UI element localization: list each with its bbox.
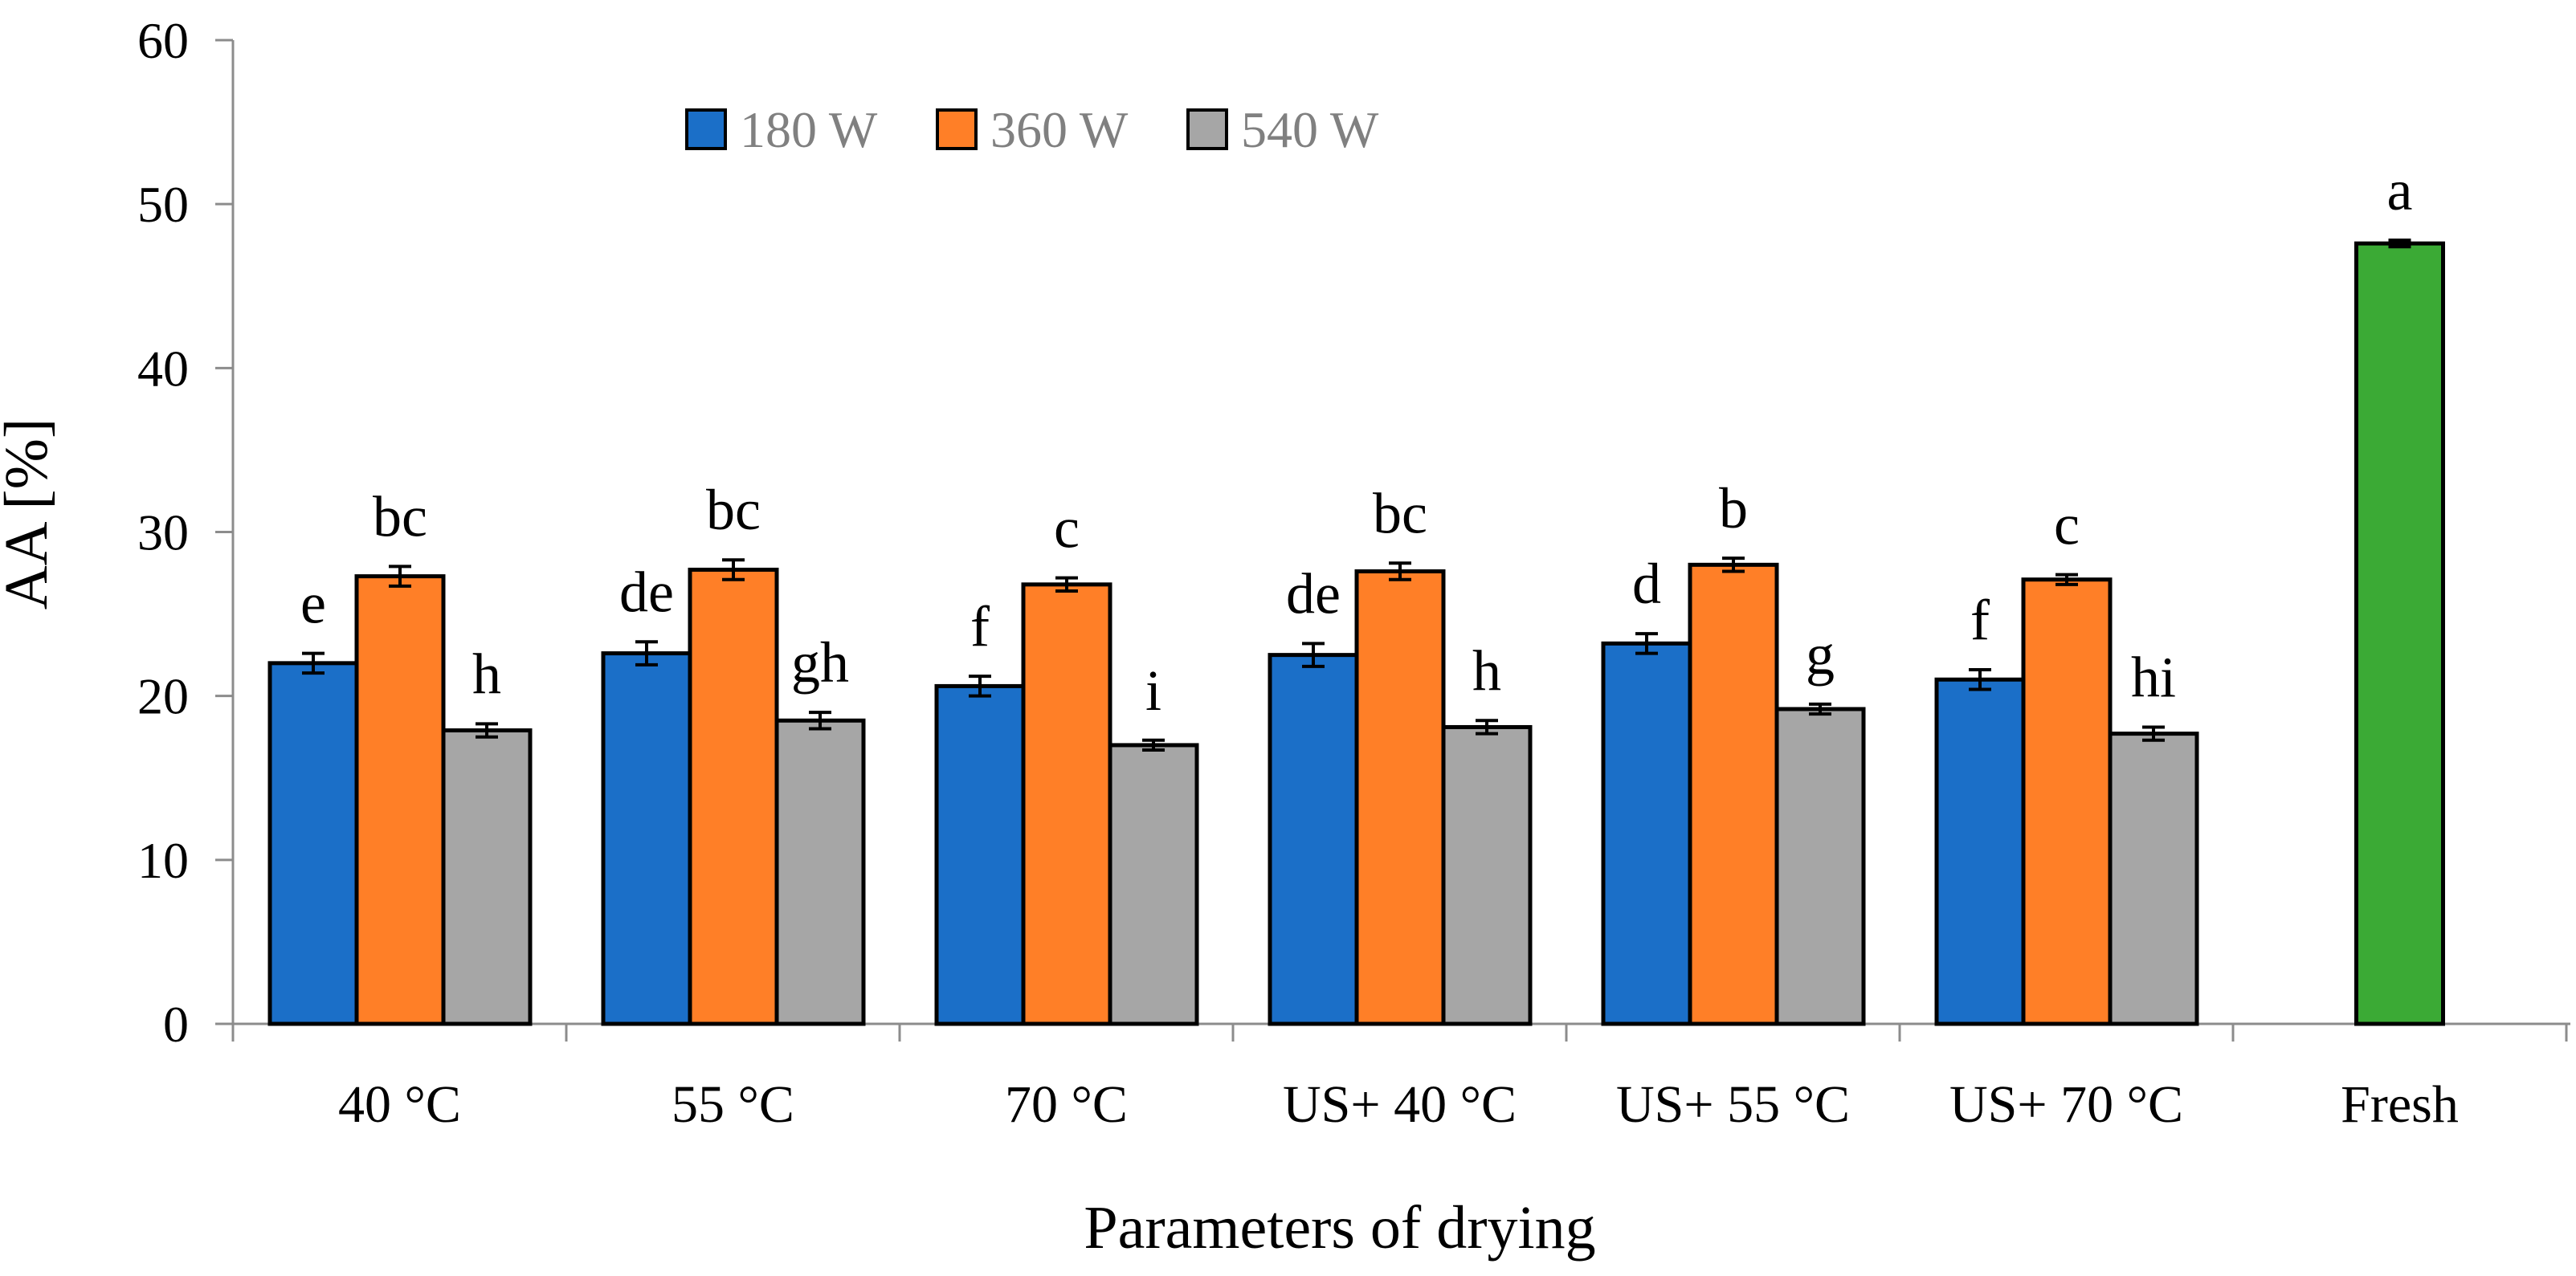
legend: 180 W 360 W 540 W — [685, 101, 1379, 158]
legend-label: 180 W — [740, 101, 878, 158]
x-tick-label: US+ 40 °C — [1283, 1075, 1517, 1134]
significance-label: f — [970, 594, 990, 658]
bar-180w — [1268, 653, 1359, 1026]
significance-label: de — [619, 560, 674, 624]
y-axis-label: AA [%] — [0, 418, 60, 610]
significance-label: hi — [2131, 645, 2176, 709]
significance-label: c — [2054, 493, 2080, 557]
x-tick-label: 40 °C — [338, 1075, 461, 1134]
legend-label: 540 W — [1241, 101, 1379, 158]
y-tick-label: 0 — [163, 996, 189, 1053]
significance-label: bc — [706, 478, 761, 542]
x-tick-label: 70 °C — [1005, 1075, 1128, 1134]
legend-swatch — [936, 108, 978, 150]
legend-swatch — [685, 108, 727, 150]
bar-360w — [1021, 582, 1112, 1026]
bar-540w — [1774, 707, 1866, 1026]
bar-540w — [2108, 732, 2199, 1026]
bars — [267, 241, 2445, 1026]
x-tick-label: 55 °C — [672, 1075, 794, 1134]
y-tick-label: 30 — [137, 504, 189, 561]
y-tick-label: 20 — [137, 668, 189, 725]
y-tick-label: 60 — [137, 12, 189, 69]
y-tick-label: 10 — [137, 832, 189, 889]
bar-360w — [354, 574, 446, 1026]
bar-540w — [774, 718, 866, 1026]
y-tick-label: 50 — [137, 176, 189, 233]
bar-180w — [601, 651, 692, 1026]
significance-label: bc — [373, 484, 427, 548]
significance-label: gh — [791, 630, 849, 695]
bar-180w — [934, 683, 1026, 1026]
error-bars — [302, 238, 2411, 752]
bar-360w — [1354, 569, 1446, 1026]
x-tick-label: US+ 55 °C — [1616, 1075, 1850, 1134]
significance-label: bc — [1373, 481, 1427, 545]
significance-label: g — [1806, 622, 1835, 687]
significance-label: h — [472, 642, 501, 706]
significance-label: f — [1970, 588, 1990, 652]
x-axis-label: Parameters of drying — [1084, 1194, 1595, 1262]
significance-label: a — [2387, 158, 2413, 222]
x-tick-label: US+ 70 °C — [1949, 1075, 2183, 1134]
bar-180w — [267, 661, 359, 1026]
bar-540w — [1108, 743, 1199, 1026]
significance-label: de — [1286, 561, 1341, 626]
significance-label: d — [1632, 552, 1661, 616]
bar-540w — [1441, 724, 1533, 1026]
significance-label: c — [1054, 496, 1080, 561]
significance-label: h — [1472, 638, 1501, 703]
significance-label: i — [1145, 658, 1161, 723]
bar-360w — [2021, 577, 2113, 1026]
legend-swatch — [1186, 108, 1228, 150]
x-tick-labels: 40 °C 55 °C 70 °C US+ 40 °C US+ 55 °C US+ 70 … — [338, 1075, 2459, 1134]
significance-label: b — [1719, 476, 1748, 540]
legend-label: 360 W — [990, 101, 1129, 158]
x-tick-label: Fresh — [2341, 1075, 2459, 1134]
bar-360w — [1688, 562, 1779, 1026]
significance-label: e — [300, 572, 326, 636]
y-tick-label: 40 — [137, 340, 189, 397]
bar-360w — [688, 567, 779, 1026]
bar-180w — [1934, 677, 2026, 1026]
bar-fresh — [2354, 241, 2445, 1026]
bar-540w — [441, 728, 533, 1026]
bar-180w — [1601, 641, 1692, 1026]
